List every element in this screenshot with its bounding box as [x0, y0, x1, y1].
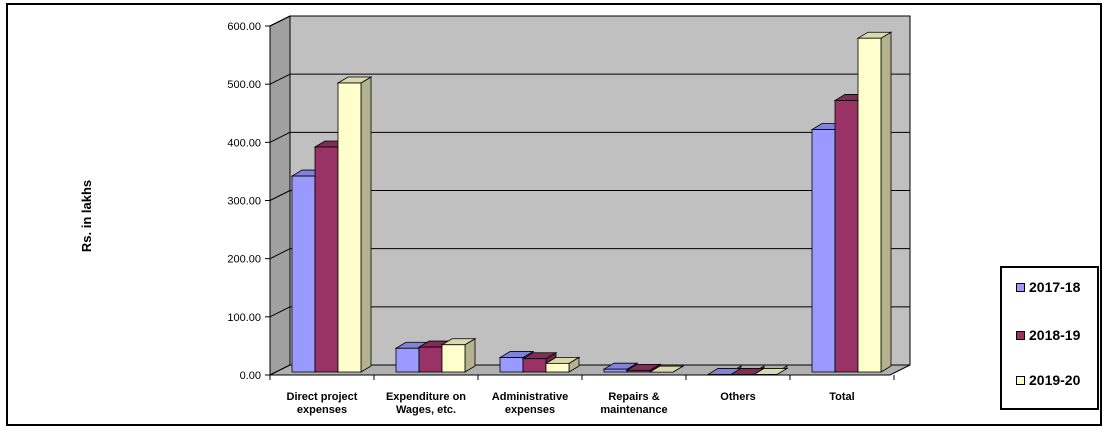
bar-front: [811, 129, 836, 373]
gridline-side: [269, 248, 291, 260]
bar-top: [648, 365, 685, 373]
bar-front: [337, 82, 362, 373]
bar-front: [314, 146, 339, 373]
legend-swatch: [1016, 330, 1025, 340]
bars: [290, 31, 893, 376]
bar: [752, 365, 789, 376]
legend-label: 2017-18: [1029, 279, 1081, 295]
bar-front: [545, 362, 570, 373]
y-tick-label: 400.00: [227, 137, 261, 149]
x-axis-labels: Direct project expenses Expenditure on Wage…: [269, 375, 895, 416]
x-category-label: Administrative expenses: [492, 391, 568, 416]
bar-front: [395, 347, 420, 373]
gridline-side: [269, 15, 291, 27]
bar-front: [441, 344, 466, 373]
legend-swatch: [1016, 375, 1025, 385]
legend-item-2017-18: 2017-18: [1016, 279, 1080, 295]
x-category-label: Repairs & maintenance: [600, 391, 667, 416]
bar-front: [291, 175, 316, 373]
bar-side: [880, 31, 892, 373]
x-category-label: Others: [720, 391, 755, 403]
y-axis-ticks: 0.00 100.00 200.00 300.00 400.00 500.00 600.00: [227, 21, 270, 382]
bar: [648, 365, 685, 373]
y-tick-label: 0.00: [240, 370, 261, 382]
bar-front: [499, 357, 524, 373]
y-axis-label: Rs. in lakhs: [79, 180, 94, 252]
bar: [856, 31, 893, 373]
y-tick-label: 200.00: [227, 254, 261, 266]
bar-top: [752, 368, 789, 375]
y-tick-label: 500.00: [227, 79, 261, 91]
bar-front: [626, 369, 651, 373]
bar: [440, 338, 477, 373]
y-tick-label: 300.00: [227, 196, 261, 208]
legend-label: 2018-19: [1029, 327, 1081, 343]
bar: [336, 76, 373, 373]
bar-side: [360, 76, 372, 373]
legend-swatch: [1016, 282, 1025, 292]
bar-front: [603, 368, 628, 373]
y-tick-label: 600.00: [227, 21, 261, 33]
bar-front: [522, 358, 547, 373]
legend-item-2019-20: 2019-20: [1016, 372, 1080, 388]
legend: 2017-18 2018-19 2019-20: [1000, 266, 1099, 410]
bar: [544, 356, 581, 373]
bar-front: [834, 100, 859, 373]
gridline-side: [269, 73, 291, 85]
gridline-side: [269, 131, 291, 143]
gridlines: [269, 15, 910, 318]
bar-front: [857, 37, 882, 373]
bar-front: [418, 346, 443, 373]
legend-item-2018-19: 2018-19: [1016, 327, 1080, 343]
y-tick-label: 100.00: [227, 312, 261, 324]
x-category-label: Expenditure on Wages, etc.: [386, 391, 466, 416]
x-category-label: Direct project expenses: [287, 391, 358, 416]
gridline-side: [269, 306, 291, 318]
legend-label: 2019-20: [1029, 372, 1081, 388]
x-category-label: Total: [829, 391, 854, 403]
gridline-side: [269, 190, 291, 201]
